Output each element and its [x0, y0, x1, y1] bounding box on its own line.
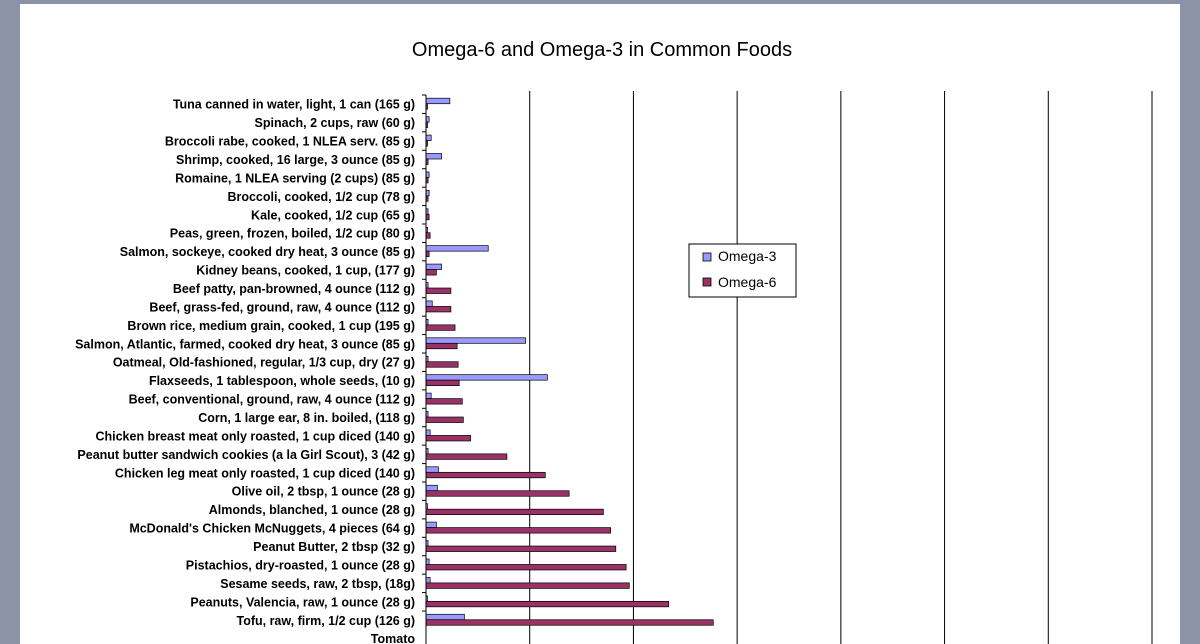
bar-omega6	[425, 582, 630, 589]
bar-omega3	[425, 300, 433, 307]
bar-omega6	[425, 435, 471, 442]
chart: Omega-6 and Omega-3 in Common Foods Tuna…	[75, 39, 1153, 644]
bar-omega3	[425, 263, 442, 270]
chart-frame: Omega-6 and Omega-3 in Common Foods Tuna…	[20, 4, 1180, 644]
category-label: Corn, 1 large ear, 8 in. boiled, (118 g)	[198, 411, 415, 425]
category-label: Salmon, Atlantic, farmed, cooked dry hea…	[75, 337, 415, 351]
legend: Omega-3 Omega-6	[688, 243, 797, 298]
category-label: Kidney beans, cooked, 1 cup, (177 g)	[196, 264, 415, 278]
category-label: Oatmeal, Old-fashioned, regular, 1/3 cup…	[113, 356, 415, 370]
bar-omega3	[425, 429, 431, 436]
gridlines	[422, 91, 1153, 644]
bar-omega3	[425, 134, 432, 141]
category-label: Broccoli, cooked, 1/2 cup (78 g)	[227, 190, 415, 204]
category-label: Peas, green, frozen, boiled, 1/2 cup (80…	[170, 227, 415, 241]
bar-omega3	[425, 97, 451, 105]
bar-omega3	[425, 392, 432, 399]
bar-omega6	[425, 379, 460, 387]
bar-omega6	[425, 564, 627, 571]
bar-omega6	[425, 361, 459, 368]
category-label: Peanuts, Valencia, raw, 1 ounce (28 g)	[190, 595, 415, 609]
bar-omega3	[425, 245, 489, 252]
category-label: Chicken leg meat only roasted, 1 cup dic…	[115, 466, 415, 480]
bar-omega3	[425, 374, 548, 381]
category-label: Broccoli rabe, cooked, 1 NLEA serv. (85 …	[165, 135, 415, 149]
bars	[425, 97, 714, 626]
category-label: Salmon, sockeye, cooked dry heat, 3 ounc…	[120, 245, 415, 259]
bar-omega6	[425, 398, 463, 405]
category-label: Almonds, blanched, 1 ounce (28 g)	[209, 503, 415, 517]
category-label: Tuna canned in water, light, 1 can (165 …	[173, 98, 415, 112]
legend-label-omega6: Omega-6	[718, 274, 777, 290]
category-label: Beef, conventional, ground, raw, 4 ounce…	[129, 393, 415, 407]
bar-omega3	[425, 484, 438, 492]
bar-omega6	[425, 471, 546, 479]
legend-swatch-omega6	[702, 277, 712, 287]
bar-omega3	[425, 337, 526, 344]
bar-omega6	[425, 269, 437, 276]
legend-swatch-omega3	[702, 252, 712, 262]
bar-omega3	[425, 577, 431, 584]
bar-omega6	[425, 508, 604, 516]
category-label: Chicken breast meat only roasted, 1 cup …	[95, 429, 415, 443]
bar-omega6	[425, 545, 617, 552]
category-label: Beef, grass-fed, ground, raw, 4 ounce (1…	[149, 300, 415, 314]
bar-omega6	[425, 490, 570, 497]
bar-omega6	[425, 453, 508, 460]
bar-omega3	[425, 521, 437, 528]
bar-omega6	[425, 306, 452, 313]
category-label: Pistachios, dry-roasted, 1 ounce (28 g)	[186, 558, 415, 572]
category-label: Tomato	[371, 632, 416, 644]
bar-omega3	[425, 466, 439, 473]
bar-omega6	[425, 287, 452, 294]
bar-omega6	[425, 527, 611, 534]
bar-omega3	[425, 613, 465, 621]
category-label: Shrimp, cooked, 16 large, 3 ounce (85 g)	[176, 153, 415, 167]
category-label: Peanut Butter, 2 tbsp (32 g)	[253, 540, 415, 554]
category-label: Romaine, 1 NLEA serving (2 cups) (85 g)	[175, 171, 415, 185]
category-label: Kale, cooked, 1/2 cup (65 g)	[251, 208, 415, 222]
bar-omega6	[425, 600, 670, 608]
chart-title: Omega-6 and Omega-3 in Common Foods	[412, 39, 792, 61]
category-label: Brown rice, medium grain, cooked, 1 cup …	[127, 319, 415, 333]
category-label: Peanut butter sandwich cookies (a la Gir…	[77, 448, 415, 462]
bar-omega6	[425, 324, 456, 331]
category-label: Tofu, raw, firm, 1/2 cup (126 g)	[236, 614, 415, 628]
category-label: Sesame seeds, raw, 2 tbsp, (18g)	[220, 577, 415, 591]
bar-omega6	[425, 619, 714, 626]
bar-omega6	[425, 342, 458, 350]
legend-label-omega3: Omega-3	[718, 248, 777, 264]
bar-omega6	[425, 232, 431, 239]
category-label: Beef patty, pan-browned, 4 ounce (112 g)	[173, 282, 415, 296]
bar-omega6	[425, 416, 464, 423]
category-label: Spinach, 2 cups, raw (60 g)	[255, 116, 415, 130]
category-label: Flaxseeds, 1 tablespoon, whole seeds, (1…	[149, 374, 415, 388]
category-label: Olive oil, 2 tbsp, 1 ounce (28 g)	[232, 485, 415, 499]
bar-omega3	[425, 153, 442, 160]
category-labels: Tuna canned in water, light, 1 can (165 …	[75, 98, 415, 644]
category-label: McDonald's Chicken McNuggets, 4 pieces (…	[129, 522, 415, 536]
